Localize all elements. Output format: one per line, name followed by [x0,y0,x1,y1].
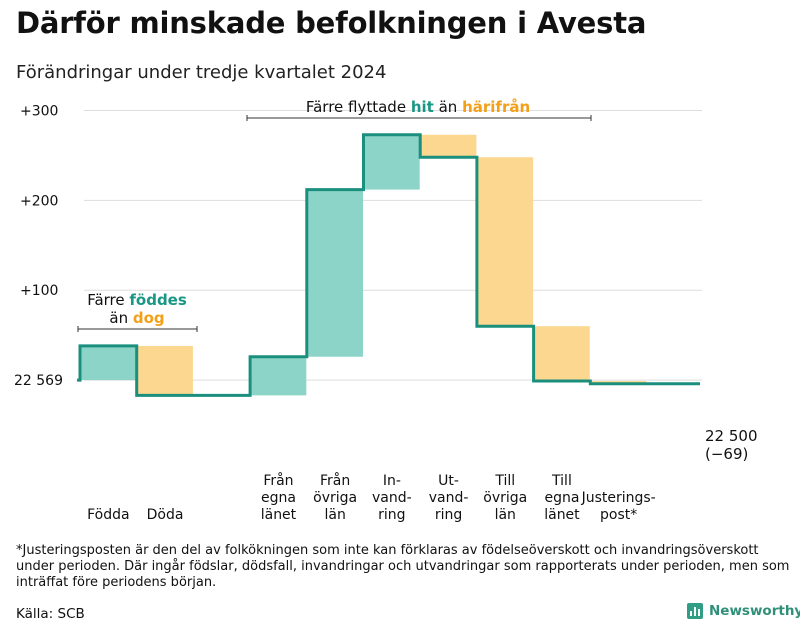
x-category-label: Ut- [438,473,459,489]
baseline-label: 22 569 [14,373,63,389]
x-category-label: Från [320,472,350,489]
y-tick-label: +200 [20,193,58,209]
annotation-segment: härifrån [462,98,530,116]
x-category-label: övriga [483,490,527,506]
annotation-segment: än [434,98,462,116]
x-category-label: Från [263,472,293,489]
annotation-segment: hit [411,98,434,116]
brand-logo: Newsworthy [687,603,800,619]
x-category-label: In- [383,473,401,489]
x-category-label: ring [378,507,405,523]
x-category-label: vand- [372,490,412,506]
waterfall-bar [250,356,307,396]
annotation-text: än dog [109,309,164,327]
waterfall-bar [420,134,477,158]
x-category-label: län [324,507,345,523]
x-category-label: Justerings- [581,490,656,506]
waterfall-bar [137,345,193,396]
annotation-segment: dog [133,309,165,327]
x-category-label: Till [551,473,572,489]
annotation-segment: Färre [87,291,129,309]
x-category-label: ring [435,507,462,523]
annotation-segment: föddes [129,291,186,309]
x-category-label: övriga [313,490,357,506]
end-value-label: 22 500 [705,427,758,445]
brand-name: Newsworthy [709,603,800,619]
x-category-label: länet [261,507,297,523]
source-note: Källa: SCB [16,606,85,622]
chart-title: Därför minskade befolkningen i Avesta [16,6,647,40]
annotation-text: Färre föddes [87,291,187,309]
x-category-label: Till [494,473,515,489]
waterfall-bar [80,345,137,381]
x-category-label: vand- [429,490,469,506]
x-category-label: egna [261,490,296,506]
x-category-label: post* [600,507,637,523]
annotation-text: Färre flyttade hit än härifrån [306,98,530,116]
y-tick-label: +100 [20,283,58,299]
footnote: *Justeringsposten är den del av folkökni… [16,543,790,590]
end-change-label: (−69) [705,445,748,463]
annotation-segment: Färre flyttade [306,98,411,116]
x-category-label: Födda [87,507,129,523]
annotation-segment: än [109,309,132,327]
waterfall-bar [307,189,363,357]
waterfall-bar [364,134,420,190]
chart-subtitle: Förändringar under tredje kvartalet 2024 [16,62,387,83]
waterfall-bar [477,157,534,327]
x-category-label: egna [544,490,579,506]
waterfall-bar [534,326,590,381]
y-tick-label: +300 [20,103,58,119]
x-category-label: Döda [147,507,184,523]
bar-chart-logo-icon [687,603,703,619]
cumulative-step-line [77,133,700,397]
x-category-label: länet [544,507,580,523]
x-category-label: län [495,507,516,523]
